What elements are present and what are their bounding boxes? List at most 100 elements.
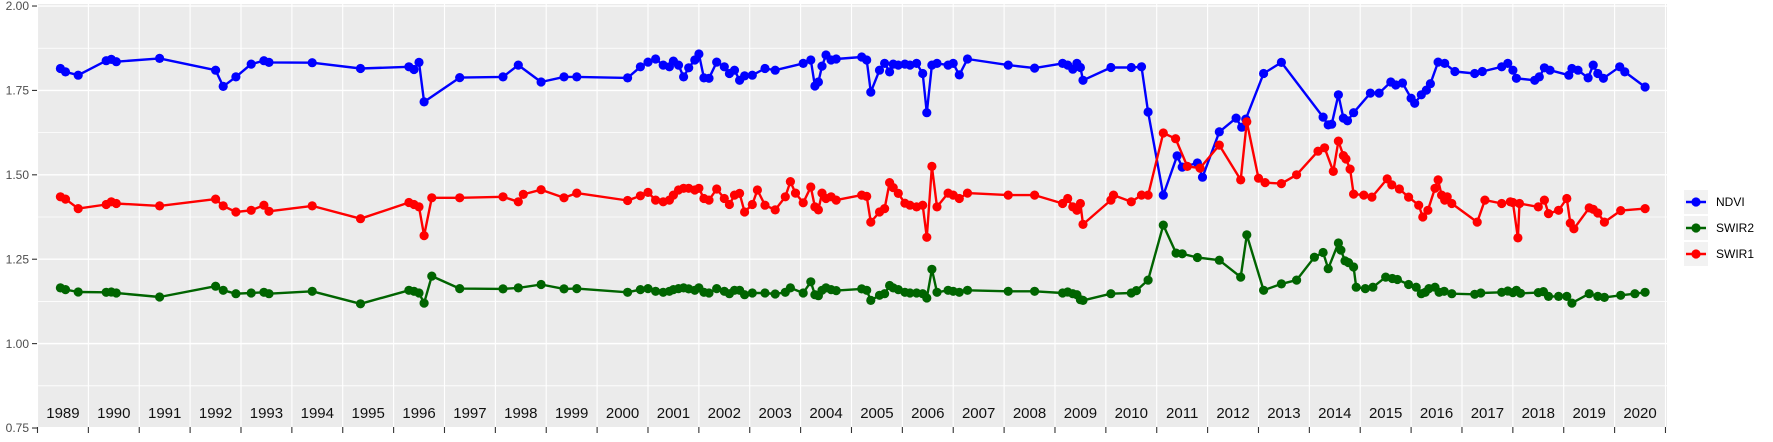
data-point-swir1	[740, 207, 750, 217]
data-point-swir2	[1392, 274, 1402, 285]
data-point-ndvi	[885, 67, 895, 77]
data-point-swir1	[1387, 180, 1397, 190]
data-point-ndvi	[60, 67, 71, 77]
data-point-swir1	[1320, 143, 1330, 153]
data-point-swir1	[1242, 117, 1252, 127]
data-point-ndvi	[623, 73, 633, 83]
data-point-swir1	[712, 184, 722, 194]
x-tick-label: 2017	[1471, 405, 1504, 422]
x-tick-label: 1990	[97, 405, 130, 422]
data-point-ndvi	[1078, 75, 1088, 85]
data-point-swir1	[651, 195, 661, 205]
data-point-swir1	[1414, 200, 1424, 210]
data-point-ndvi	[1214, 127, 1224, 137]
data-point-ndvi	[806, 55, 816, 65]
data-point-swir1	[1333, 136, 1343, 146]
data-point-ndvi	[218, 81, 228, 91]
data-point-ndvi	[719, 62, 729, 72]
data-point-ndvi	[1342, 116, 1353, 126]
data-point-swir1	[427, 193, 437, 203]
data-point-ndvi	[355, 63, 366, 74]
x-tick-label: 2011	[1166, 405, 1198, 422]
data-point-swir2	[355, 299, 366, 309]
data-point-swir2	[498, 284, 508, 294]
data-point-ndvi	[211, 65, 221, 75]
data-point-swir1	[259, 200, 269, 210]
data-point-swir1	[623, 195, 633, 206]
data-point-swir2	[231, 289, 241, 299]
x-tick-label: 2019	[1572, 405, 1605, 422]
minor-gridlines	[38, 47, 1667, 387]
data-point-swir1	[414, 202, 424, 212]
data-point-swir1	[1539, 195, 1549, 205]
data-point-swir1	[419, 231, 429, 241]
data-point-swir1	[1543, 209, 1554, 219]
data-point-swir1	[1359, 190, 1369, 200]
data-point-swir2	[1214, 255, 1224, 265]
data-point-swir1	[1404, 192, 1414, 202]
data-point-swir2	[712, 284, 722, 294]
data-point-swir2	[962, 285, 973, 295]
x-tick-label: 1991	[148, 405, 181, 422]
data-point-swir2	[1562, 291, 1572, 301]
data-point-ndvi	[1158, 190, 1168, 200]
data-point-swir1	[880, 204, 890, 214]
data-point-swir1	[893, 188, 903, 198]
data-point-swir2	[1349, 262, 1359, 272]
data-point-ndvi	[73, 70, 83, 80]
y-tick-label: 1.50	[6, 168, 30, 182]
data-point-ndvi	[1365, 88, 1375, 98]
x-tick-label: 2013	[1267, 405, 1300, 422]
data-point-swir2	[785, 283, 796, 293]
data-point-swir1	[1367, 192, 1377, 202]
data-point-swir2	[307, 286, 317, 296]
data-point-swir2	[1351, 282, 1361, 292]
data-point-swir2	[155, 292, 165, 302]
data-point-ndvi	[1440, 58, 1450, 68]
data-point-swir1	[518, 189, 528, 199]
data-point-ndvi	[1075, 62, 1085, 73]
data-point-swir1	[111, 198, 121, 209]
data-point-swir2	[1003, 286, 1013, 296]
data-point-ndvi	[1470, 68, 1480, 79]
data-point-ndvi	[1327, 119, 1337, 129]
data-point-ndvi	[414, 57, 424, 67]
y-tick-label: 0.75	[6, 421, 30, 435]
data-point-swir2	[740, 290, 750, 300]
data-point-ndvi	[798, 58, 808, 68]
data-point-swir2	[651, 286, 661, 296]
data-point-swir1	[1072, 205, 1082, 215]
data-point-swir2	[623, 287, 633, 297]
data-point-ndvi	[513, 60, 523, 70]
data-point-swir2	[414, 288, 424, 298]
data-point-swir1	[1341, 154, 1351, 164]
legend-key-swir2	[1684, 216, 1708, 240]
panel-background	[38, 4, 1667, 427]
data-point-swir2	[1242, 230, 1252, 240]
data-point-swir1	[1433, 175, 1443, 185]
data-point-swir1	[770, 205, 780, 215]
x-tick-label: 2005	[860, 405, 893, 422]
data-point-swir1	[806, 182, 816, 192]
data-point-ndvi	[1333, 90, 1343, 100]
data-series	[55, 49, 1650, 309]
data-point-swir1	[231, 207, 241, 217]
data-point-ndvi	[1276, 57, 1286, 67]
data-point-swir2	[572, 284, 582, 294]
data-point-swir2	[211, 281, 221, 291]
data-point-ndvi	[572, 72, 582, 82]
data-point-swir1	[1171, 134, 1181, 144]
data-point-ndvi	[912, 58, 922, 68]
x-tick-label: 1995	[351, 405, 384, 422]
data-point-swir2	[419, 298, 429, 308]
data-point-ndvi	[1136, 62, 1147, 72]
data-point-swir2	[747, 288, 757, 298]
data-point-swir1	[1158, 128, 1168, 138]
data-point-ndvi	[419, 97, 429, 107]
data-point-swir1	[1430, 183, 1440, 193]
data-point-swir2	[1439, 286, 1449, 296]
data-point-ndvi	[673, 60, 684, 70]
data-point-swir2	[1599, 292, 1609, 302]
data-point-swir2	[880, 289, 890, 299]
x-tick-label: 2003	[758, 405, 791, 422]
